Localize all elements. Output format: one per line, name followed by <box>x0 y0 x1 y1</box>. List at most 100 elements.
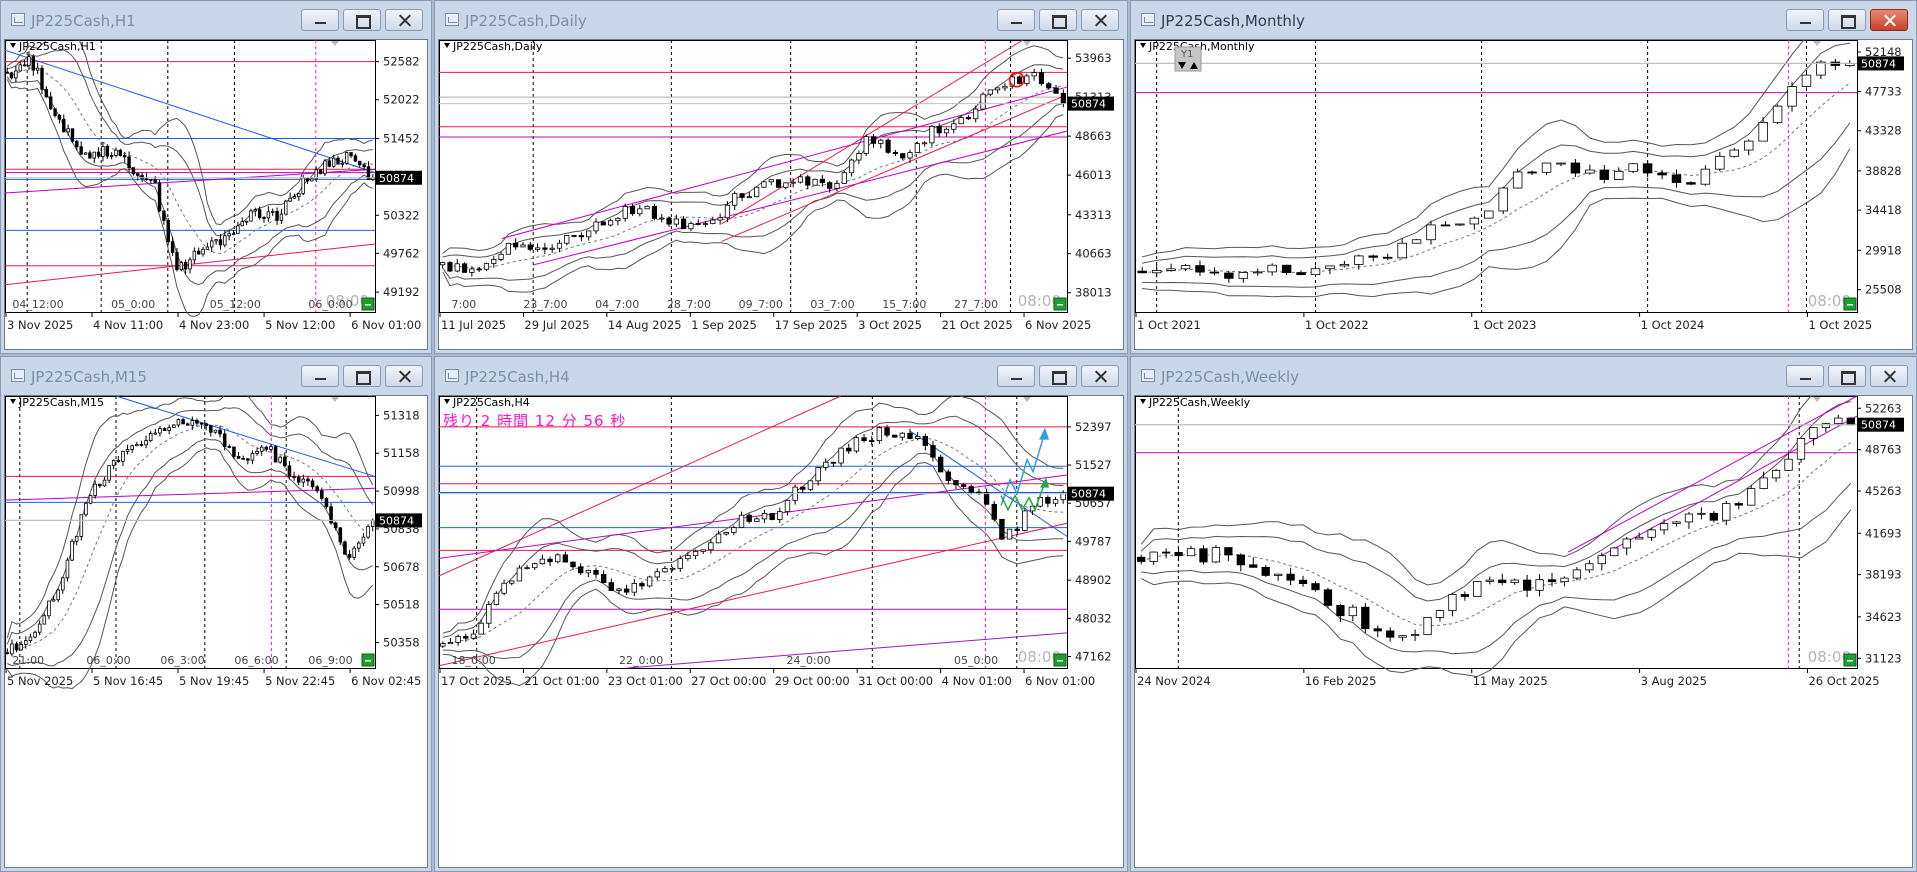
price-tick-label: 47733 <box>1865 84 1902 98</box>
trend-line[interactable] <box>5 168 376 194</box>
price-chart[interactable]: JP225Cash,M15513185115850998508385067850… <box>5 396 428 868</box>
close-button[interactable] <box>1870 365 1908 387</box>
minimize-button[interactable] <box>1786 9 1824 31</box>
window-titlebar[interactable]: JP225Cash,M15 <box>1 357 431 395</box>
window-titlebar[interactable]: JP225Cash,H4 <box>435 357 1127 395</box>
last-price-text: 50874 <box>1071 488 1106 501</box>
close-button[interactable] <box>1081 9 1119 31</box>
maximize-button[interactable] <box>1828 9 1866 31</box>
candle-body <box>14 70 18 79</box>
session-label: 06_0:00 <box>86 654 130 667</box>
price-chart[interactable]: JP225Cash,Weekly 08:00 52263 48763 45263 4169… <box>1135 396 1913 868</box>
scroll-up-icon[interactable] <box>1190 62 1198 69</box>
price-chart[interactable]: JP225Cash,H108:0052582520225145250882503… <box>5 40 428 350</box>
session-label: 22_0:00 <box>619 654 663 667</box>
chart-shift-marker-icon[interactable] <box>1813 397 1821 402</box>
maximize-button[interactable] <box>1828 365 1866 387</box>
trend-line[interactable] <box>439 522 1068 667</box>
chart-shift-marker-icon[interactable] <box>331 41 339 46</box>
candle-body <box>144 440 148 446</box>
candle-body <box>731 527 737 533</box>
chart-window-daily[interactable]: JP225Cash,Daily JP225Cash,Daily 08:00 53963… <box>434 0 1128 354</box>
trend-line[interactable] <box>909 430 1068 537</box>
minimize-button[interactable] <box>1786 365 1824 387</box>
candle-body <box>539 558 546 565</box>
candle-body <box>1585 563 1594 571</box>
candle-body <box>232 446 236 457</box>
symbol-label: JP225Cash,Daily <box>444 40 543 53</box>
trend-line[interactable] <box>5 487 376 501</box>
chart-area[interactable]: JP225Cash,Daily08:0053963513134866346013… <box>438 39 1124 350</box>
maximize-button[interactable] <box>1039 9 1077 31</box>
window-titlebar[interactable]: JP225Cash,H1 <box>1 1 431 39</box>
price-tick-label: 48663 <box>1075 129 1112 143</box>
trend-line[interactable] <box>439 474 1068 559</box>
scenario-arrow-up[interactable] <box>1000 431 1046 506</box>
maximize-button[interactable] <box>343 365 381 387</box>
trend-line[interactable] <box>439 396 842 577</box>
scenario-arrow-range[interactable] <box>1000 481 1046 512</box>
close-button[interactable] <box>385 365 423 387</box>
window-titlebar[interactable]: JP225Cash,Daily <box>435 1 1127 39</box>
candle-body <box>922 142 928 145</box>
close-button[interactable] <box>385 9 423 31</box>
symbol-text: JP225Cash,Weekly <box>1148 396 1251 409</box>
chart-shift-marker-icon[interactable] <box>1023 41 1031 46</box>
circle-annotation[interactable] <box>1008 71 1025 88</box>
chart-window-weekly[interactable]: JP225Cash,Weekly JP225Cash,Weekly 08:00 522… <box>1130 356 1917 872</box>
scroll-down-icon[interactable] <box>1178 62 1186 69</box>
close-button[interactable] <box>1870 9 1908 31</box>
trend-line[interactable] <box>1567 396 1858 553</box>
chart-area[interactable]: JP225Cash,Monthly Y1 08:00 52148 47733 43328 3… <box>1134 39 1913 350</box>
time-tick-label: 23 Oct 01:00 <box>608 674 683 688</box>
bollinger-outer-lower-band <box>1142 148 1851 298</box>
candle-body <box>88 152 92 159</box>
chart-shift-marker-icon[interactable] <box>1813 41 1821 46</box>
time-tick-label: 4 Nov 23:00 <box>179 318 249 332</box>
chart-area[interactable]: JP225Cash,H4 残り 2 時間 12 分 56 秒 08:00 52397 5… <box>438 395 1124 868</box>
chart-window-m15[interactable]: JP225Cash,M15 JP225Cash,M15 51318 51158 5099… <box>0 356 432 872</box>
trend-line[interactable] <box>721 96 1061 242</box>
candle-body <box>516 567 523 582</box>
chart-window-h1[interactable]: JP225Cash,H1 JP225Cash,H1 08:00 52582 52022 5… <box>0 0 432 354</box>
candle-body <box>570 561 576 568</box>
chart-area[interactable]: JP225Cash,M15 51318 51158 50998 50838 50678 50… <box>4 395 428 868</box>
plot-frame <box>5 396 376 669</box>
maximize-button[interactable] <box>343 9 381 31</box>
candle-body <box>440 262 446 266</box>
minimize-button[interactable] <box>301 9 339 31</box>
chart-shift-marker-icon[interactable] <box>331 397 339 402</box>
chart-area[interactable]: JP225Cash,Weekly 08:00 52263 48763 45263 4169… <box>1134 395 1913 868</box>
window-titlebar[interactable]: JP225Cash,Monthly <box>1131 1 1916 39</box>
minimize-button[interactable] <box>997 365 1035 387</box>
candle-body <box>1460 594 1470 597</box>
candle-body <box>210 240 214 248</box>
trend-line[interactable] <box>533 130 1068 266</box>
trend-line[interactable] <box>5 49 376 174</box>
maximize-button[interactable] <box>1039 365 1077 387</box>
candle-body <box>222 433 227 447</box>
minimize-button[interactable] <box>301 365 339 387</box>
chart-area[interactable]: JP225Cash,H108:0052582520225145250882503… <box>4 39 428 350</box>
price-chart[interactable]: JP225Cash,H4 残り 2 時間 12 分 56 秒 08:00 52397 5… <box>439 396 1124 868</box>
chart-window-monthly[interactable]: JP225Cash,Monthly JP225Cash,Monthly Y1 08:0… <box>1130 0 1917 354</box>
candle-body <box>783 182 789 188</box>
last-price-badge <box>376 513 422 528</box>
chart-window-h4[interactable]: JP225Cash,H4 JP225Cash,H4 残り 2 時間 12 分 56 … <box>434 356 1128 872</box>
time-tick-label: 6 Nov 2025 <box>1025 318 1091 332</box>
minimize-button[interactable] <box>997 9 1035 31</box>
candle-body <box>892 151 898 154</box>
window-titlebar[interactable]: JP225Cash,Weekly <box>1131 357 1916 395</box>
trend-line[interactable] <box>627 632 1068 669</box>
candle-body <box>784 499 791 513</box>
price-chart[interactable]: JP225Cash,Daily08:0053963513134866346013… <box>439 40 1124 350</box>
close-button[interactable] <box>1081 365 1119 387</box>
trend-line[interactable] <box>115 396 376 477</box>
candle-body <box>1006 528 1013 540</box>
window-title: JP225Cash,Daily <box>465 12 587 30</box>
chart-shift-marker-icon[interactable] <box>1023 397 1031 402</box>
trend-line[interactable] <box>721 40 1024 225</box>
trend-line[interactable] <box>501 86 1068 239</box>
candle-body <box>283 456 287 467</box>
